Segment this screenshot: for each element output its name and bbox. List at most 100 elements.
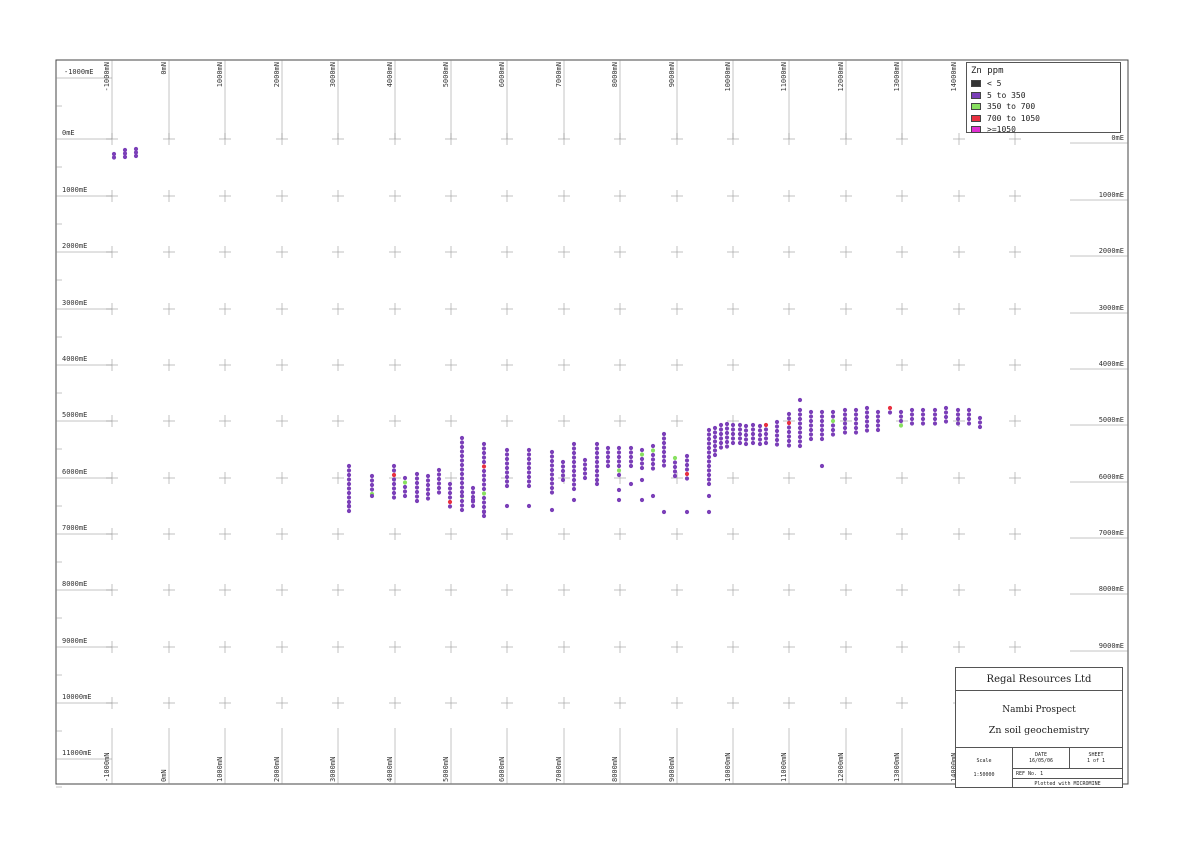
sample-point	[572, 473, 576, 477]
northing-label-top: 12000mN	[837, 62, 845, 92]
northing-label-top: 2000mN	[273, 62, 281, 87]
sample-point	[707, 428, 711, 432]
sample-point	[899, 419, 903, 423]
sample-point	[775, 433, 779, 437]
sample-point	[758, 442, 762, 446]
sample-point	[505, 484, 509, 488]
sample-point	[820, 423, 824, 427]
sample-point	[775, 442, 779, 446]
sample-point	[640, 452, 644, 456]
sample-point	[617, 446, 621, 450]
sample-point	[572, 446, 576, 450]
sample-point	[725, 431, 729, 435]
sample-point	[583, 467, 587, 471]
sample-point	[640, 466, 644, 470]
sample-point	[527, 470, 531, 474]
sample-point	[448, 482, 452, 486]
sample-point	[738, 427, 742, 431]
legend-label: 5 to 350	[987, 91, 1026, 100]
sample-point	[606, 446, 610, 450]
sample-point	[482, 451, 486, 455]
legend-swatch	[971, 103, 981, 110]
sample-point	[347, 473, 351, 477]
sample-point	[527, 475, 531, 479]
sample-point	[888, 410, 892, 414]
easting-label-right: 1000mE	[1099, 191, 1124, 199]
sample-point	[809, 428, 813, 432]
sample-point	[426, 492, 430, 496]
sample-point	[572, 469, 576, 473]
legend-item: >=1050	[971, 124, 1116, 136]
sample-point	[482, 464, 486, 468]
sample-point	[392, 464, 396, 468]
sample-point	[392, 473, 396, 477]
legend-label: < 5	[987, 79, 1001, 88]
sample-point	[403, 485, 407, 489]
ref-label: REF No. 1	[1016, 771, 1043, 777]
sample-point	[561, 478, 565, 482]
scale-cell: Scale 1:50000	[956, 748, 1013, 788]
sample-point	[751, 427, 755, 431]
sample-point	[921, 412, 925, 416]
sample-point	[738, 423, 742, 427]
sample-point	[651, 444, 655, 448]
sample-point	[685, 454, 689, 458]
sample-point	[707, 464, 711, 468]
sample-point	[719, 423, 723, 427]
sample-point	[775, 429, 779, 433]
sample-point	[967, 421, 971, 425]
sample-point	[629, 455, 633, 459]
sample-point	[415, 490, 419, 494]
title-block-grid: Scale 1:50000 DATE 16/05/06 SHEET 1 of 1…	[956, 747, 1122, 788]
sample-point	[617, 498, 621, 502]
northing-label-bottom: 13000mN	[893, 752, 901, 782]
sample-point	[392, 477, 396, 481]
sample-point	[640, 448, 644, 452]
sample-point	[505, 504, 509, 508]
sample-point	[854, 408, 858, 412]
sample-point	[731, 423, 735, 427]
sample-point	[448, 495, 452, 499]
sample-point	[572, 455, 576, 459]
sample-point	[967, 412, 971, 416]
sample-point	[798, 430, 802, 434]
sample-point	[460, 472, 464, 476]
sample-point	[685, 510, 689, 514]
sample-point	[725, 444, 729, 448]
easting-label: 0mE	[62, 129, 75, 137]
sample-point	[744, 424, 748, 428]
sample-point	[888, 406, 892, 410]
sample-point	[448, 486, 452, 490]
sample-point	[482, 446, 486, 450]
sample-point	[505, 470, 509, 474]
sample-point	[527, 466, 531, 470]
sample-point	[685, 476, 689, 480]
sample-point	[876, 423, 880, 427]
sample-point	[460, 485, 464, 489]
sample-point	[685, 458, 689, 462]
sample-point	[662, 459, 666, 463]
sample-point	[448, 491, 452, 495]
sample-point	[123, 155, 127, 159]
sample-point	[731, 427, 735, 431]
easting-label-right: 9000mE	[1099, 642, 1124, 650]
sample-point	[640, 478, 644, 482]
sample-point	[673, 474, 677, 478]
sample-point	[876, 410, 880, 414]
legend-swatch	[971, 92, 981, 99]
northing-label-top: 8000mN	[611, 62, 619, 87]
sample-point	[707, 477, 711, 481]
sample-point	[572, 451, 576, 455]
northing-label-top: 0mN	[160, 62, 168, 75]
sample-point	[471, 486, 475, 490]
sample-point	[899, 414, 903, 418]
sample-point	[561, 473, 565, 477]
sample-point	[392, 491, 396, 495]
sample-point	[707, 459, 711, 463]
sample-point	[572, 498, 576, 502]
sample-point	[685, 472, 689, 476]
sample-point	[561, 460, 565, 464]
sample-point	[809, 410, 813, 414]
northing-label-top: 6000mN	[498, 62, 506, 87]
sample-point	[673, 460, 677, 464]
